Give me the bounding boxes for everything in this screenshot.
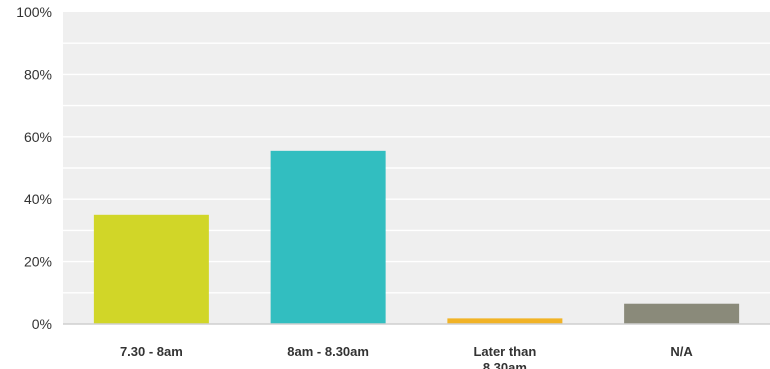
bars: [93, 150, 740, 324]
x-tick-label-line: Later than: [473, 344, 536, 359]
x-tick-label-line: 7.30 - 8am: [120, 344, 183, 359]
bar: [270, 150, 386, 324]
y-tick-label: 100%: [16, 4, 52, 20]
x-axis-ticks: 7.30 - 8am 8am - 8.30am Later than 8.30am N/…: [120, 344, 693, 369]
bar: [624, 303, 740, 324]
y-tick-label: 40%: [24, 191, 52, 207]
y-axis-ticks: 0% 20% 40% 60% 80% 100%: [16, 4, 52, 332]
x-tick-label: 7.30 - 8am: [120, 344, 183, 359]
x-tick-label-line: 8am - 8.30am: [287, 344, 369, 359]
y-tick-label: 80%: [24, 66, 52, 82]
x-tick-label: N/A: [670, 344, 693, 359]
bar: [93, 214, 209, 324]
x-tick-label: Later than 8.30am: [473, 344, 536, 369]
y-tick-label: 0%: [32, 316, 52, 332]
x-tick-label-line: 8.30am: [483, 360, 527, 369]
y-tick-label: 20%: [24, 254, 52, 270]
bar: [447, 318, 563, 324]
x-tick-label: 8am - 8.30am: [287, 344, 369, 359]
x-tick-label-line: N/A: [670, 344, 693, 359]
y-tick-label: 60%: [24, 129, 52, 145]
